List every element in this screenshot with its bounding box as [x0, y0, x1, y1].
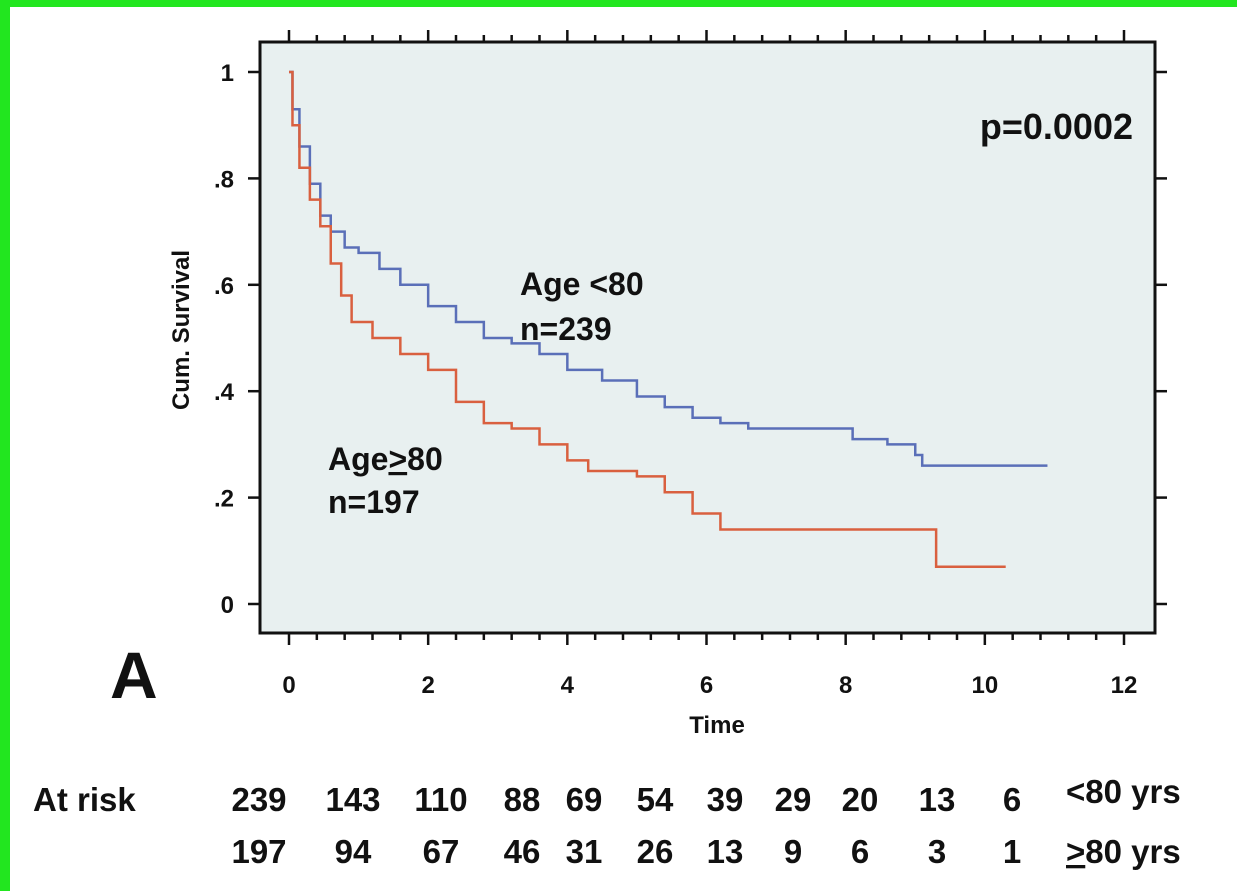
at-risk-over80-cell: 67	[423, 833, 460, 870]
y-tick-label: .2	[214, 486, 234, 513]
x-tick-label: 0	[282, 672, 295, 699]
series-layer	[289, 70, 1048, 569]
at-risk-under80-cell: 39	[707, 781, 744, 818]
at-risk-over80-cell: 46	[504, 833, 541, 870]
annotation-over80-suffix: 80	[407, 441, 443, 477]
at-risk-under80-cell: 20	[842, 781, 879, 818]
at-risk-group-over80-symbol: >	[1066, 833, 1085, 870]
annotation-under80-title: Age <80	[520, 266, 644, 302]
at-risk-under80-cell: 239	[231, 781, 286, 818]
at-risk-under80-cell: 29	[775, 781, 812, 818]
annotation-under80-n: n=239	[520, 311, 612, 347]
at-risk-over80-cell: 9	[784, 833, 802, 870]
x-tick-label: 12	[1111, 672, 1138, 699]
axes-group: 0 2 4 6 8 10 12 0 .2 .4 .6 .8 1	[214, 30, 1167, 699]
at-risk-group-over80-rest: 80 yrs	[1085, 833, 1180, 870]
y-tick-label: .4	[214, 379, 235, 406]
x-axis-title: Time	[689, 712, 745, 739]
frame-border-left	[0, 0, 10, 891]
y-tick-label: .6	[214, 273, 234, 300]
at-risk-under80-cell: 13	[919, 781, 956, 818]
at-risk-over80-cell: 3	[928, 833, 946, 870]
at-risk-label: At risk	[33, 781, 136, 818]
series-line-over80	[289, 70, 1006, 569]
y-tick-label: .8	[214, 166, 234, 193]
x-tick-label: 8	[839, 672, 852, 699]
plot-background	[260, 42, 1155, 633]
annotation-over80-n: n=197	[328, 484, 420, 520]
at-risk-group-under80: <80 yrs	[1066, 773, 1181, 810]
x-tick-label: 10	[971, 672, 998, 699]
at-risk-group-under80-symbol: <	[1066, 773, 1085, 810]
at-risk-over80-cell: 197	[231, 833, 286, 870]
p-value-label: p=0.0002	[980, 106, 1133, 147]
y-tick-label: 0	[221, 592, 234, 619]
at-risk-under80-cell: 69	[566, 781, 603, 818]
x-tick-label: 2	[421, 672, 434, 699]
at-risk-under80-cell: 54	[637, 781, 674, 818]
x-tick-label: 4	[561, 672, 575, 699]
annotation-over80-prefix: Age	[328, 441, 388, 477]
at-risk-under80-cell: 6	[1003, 781, 1021, 818]
at-risk-under80-cell: 143	[325, 781, 380, 818]
at-risk-over80-cell: 1	[1003, 833, 1021, 870]
annotation-over80-title: Age>80	[328, 441, 443, 477]
at-risk-over80-cell: 31	[566, 833, 603, 870]
annotation-over80-symbol: >	[388, 441, 407, 477]
frame-border-top	[0, 0, 1237, 7]
at-risk-group-over80: >80 yrs	[1066, 833, 1181, 870]
panel-label: A	[110, 638, 158, 712]
y-tick-label: 1	[221, 60, 234, 87]
x-tick-label: 6	[700, 672, 713, 699]
y-axis-title: Cum. Survival	[168, 250, 195, 410]
at-risk-over80-cell: 94	[335, 833, 372, 870]
at-risk-under80-cell: 88	[504, 781, 541, 818]
at-risk-under80-cell: 110	[414, 781, 467, 818]
at-risk-over80-cell: 26	[637, 833, 674, 870]
series-line-under80	[289, 70, 1048, 467]
at-risk-over80-cell: 13	[707, 833, 744, 870]
at-risk-group-under80-rest: 80 yrs	[1085, 773, 1180, 810]
at-risk-over80-cell: 6	[851, 833, 869, 870]
